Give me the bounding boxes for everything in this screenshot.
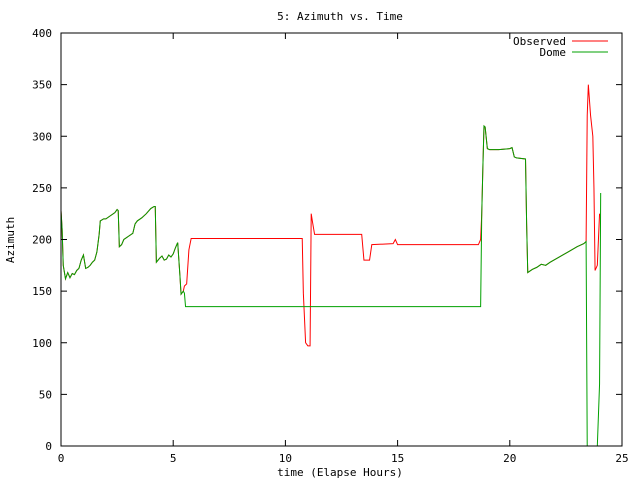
series-layer <box>60 84 602 447</box>
y-tick-label: 400 <box>32 27 52 40</box>
y-axis-label: Azimuth <box>4 217 17 263</box>
x-tick-label: 10 <box>279 452 292 465</box>
y-axis: 0 50 100 150 200 250 300 350 400 <box>32 27 622 453</box>
y-tick-label: 200 <box>32 234 52 247</box>
legend-label-dome: Dome <box>540 46 567 59</box>
y-tick-label: 150 <box>32 285 52 298</box>
y-tick-label: 50 <box>39 388 52 401</box>
plot-area <box>60 84 602 447</box>
legend-label-observed: Observed <box>513 35 566 48</box>
x-tick-label: 20 <box>503 452 516 465</box>
chart-title: 5: Azimuth vs. Time <box>277 10 403 23</box>
y-tick-label: 0 <box>45 440 52 453</box>
y-tick-label: 100 <box>32 337 52 350</box>
x-axis-label: time (Elapse Hours) <box>277 466 403 479</box>
y-tick-label: 250 <box>32 182 52 195</box>
y-tick-label: 350 <box>32 79 52 92</box>
x-axis: 0 5 10 15 20 25 <box>58 33 629 465</box>
y-tick-label: 300 <box>32 130 52 143</box>
x-tick-label: 5 <box>170 452 177 465</box>
x-tick-label: 0 <box>58 452 65 465</box>
x-tick-label: 15 <box>391 452 404 465</box>
x-tick-label: 25 <box>615 452 628 465</box>
series-line-dome <box>60 124 602 447</box>
